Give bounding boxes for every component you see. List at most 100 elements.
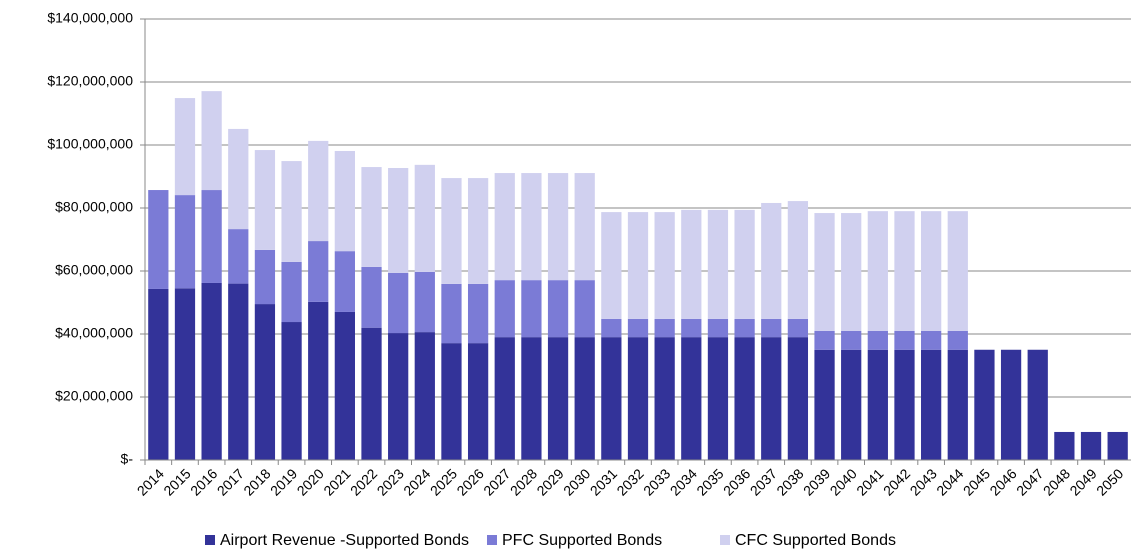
y-tick-label: $20,000,000	[55, 388, 133, 404]
bar-segment	[921, 330, 942, 350]
bar-segment	[894, 349, 915, 460]
bar-segment	[814, 213, 835, 331]
bar-segment	[228, 128, 249, 230]
bar-segment	[601, 212, 622, 319]
bar-segment	[388, 272, 409, 334]
bar-segment	[494, 280, 515, 338]
bar-segment	[201, 190, 222, 283]
bar-segment	[361, 327, 382, 460]
bar-segment	[601, 318, 622, 338]
x-tick-label: 2020	[294, 465, 327, 498]
bar-segment	[467, 283, 489, 344]
y-tick-label: $60,000,000	[55, 262, 133, 278]
bar-segment	[254, 249, 276, 305]
x-tick-label: 2027	[480, 465, 513, 498]
legend-swatch	[205, 535, 215, 545]
bar-segment	[1107, 431, 1128, 460]
x-tick-label: 2048	[1040, 465, 1073, 498]
bar-segment	[867, 211, 888, 331]
x-tick-label: 2014	[134, 465, 167, 498]
legend-swatch	[720, 535, 730, 545]
bar-segment	[921, 349, 942, 460]
x-tick-label: 2040	[827, 465, 860, 498]
bar-segment	[388, 333, 409, 460]
bar-segment	[574, 173, 595, 281]
x-tick-label: 2015	[160, 465, 193, 498]
bar-segment	[201, 91, 222, 191]
x-tick-label: 2045	[960, 465, 993, 498]
x-tick-label: 2026	[454, 465, 487, 498]
legend-swatch	[487, 535, 497, 545]
x-tick-label: 2022	[347, 465, 380, 498]
x-tick-label: 2046	[986, 465, 1019, 498]
bar-segment	[627, 318, 649, 338]
bar-segment	[308, 140, 329, 242]
x-tick-label: 2039	[800, 465, 833, 498]
bar-segment	[894, 211, 915, 331]
y-tick-label: $80,000,000	[55, 199, 133, 215]
bar-segment	[361, 167, 382, 267]
bar-segment	[174, 98, 196, 196]
bar-segment	[334, 311, 355, 460]
bar-segment	[654, 337, 675, 460]
bar-segment	[574, 337, 595, 460]
bar-segment	[681, 318, 702, 338]
bar-segment	[787, 201, 809, 319]
bar-segment	[494, 173, 515, 281]
bar-segment	[1080, 431, 1102, 460]
bar-segment	[148, 190, 169, 289]
bar-segment	[254, 304, 276, 460]
bar-segment	[547, 280, 569, 338]
x-tick-label: 2031	[587, 465, 620, 498]
bar-segment	[841, 349, 862, 460]
bar-segment	[334, 150, 355, 252]
bar-segment	[414, 164, 435, 272]
x-tick-label: 2038	[773, 465, 806, 498]
x-tick-label: 2034	[667, 465, 700, 498]
bar-segment	[761, 318, 782, 338]
bar-segment	[707, 337, 729, 460]
x-tick-label: 2018	[240, 465, 273, 498]
bar-segment	[947, 211, 968, 331]
bar-segment	[974, 349, 995, 460]
bar-segment	[867, 330, 888, 350]
x-tick-label: 2035	[693, 465, 726, 498]
bar-segment	[281, 322, 302, 460]
x-tick-label: 2028	[507, 465, 540, 498]
bar-segment	[174, 195, 196, 289]
bar-segment	[547, 173, 569, 281]
bar-segment	[1054, 431, 1075, 460]
bar-segment	[654, 318, 675, 338]
x-tick-label: 2041	[853, 465, 886, 498]
x-tick-label: 2030	[560, 465, 593, 498]
bar-segment	[681, 209, 702, 319]
bar-segment	[627, 337, 649, 460]
bar-segment	[201, 282, 222, 460]
bar-segment	[281, 261, 302, 323]
bar-segment	[947, 330, 968, 350]
x-tick-label: 2023	[374, 465, 407, 498]
legend-label: CFC Supported Bonds	[735, 532, 896, 549]
bar-segment	[627, 212, 649, 319]
x-tick-label: 2050	[1093, 465, 1126, 498]
bar-segment	[707, 318, 729, 338]
x-tick-label: 2029	[533, 465, 566, 498]
bar-segment	[947, 349, 968, 460]
bar-segment	[654, 212, 675, 319]
bar-segment	[521, 337, 542, 460]
y-tick-label: $-	[121, 451, 134, 467]
bar-segment	[361, 266, 382, 328]
bar-segment	[334, 251, 355, 312]
x-tick-label: 2032	[613, 465, 646, 498]
x-tick-label: 2024	[400, 465, 433, 498]
bar-segment	[414, 332, 435, 460]
x-tick-label: 2019	[267, 465, 300, 498]
x-tick-label: 2025	[427, 465, 460, 498]
x-tick-label: 2047	[1013, 465, 1046, 498]
bar-segment	[814, 349, 835, 460]
bar-segment	[1000, 349, 1022, 460]
bar-segment	[601, 337, 622, 460]
x-tick-label: 2021	[320, 465, 353, 498]
x-tick-label: 2016	[187, 465, 220, 498]
